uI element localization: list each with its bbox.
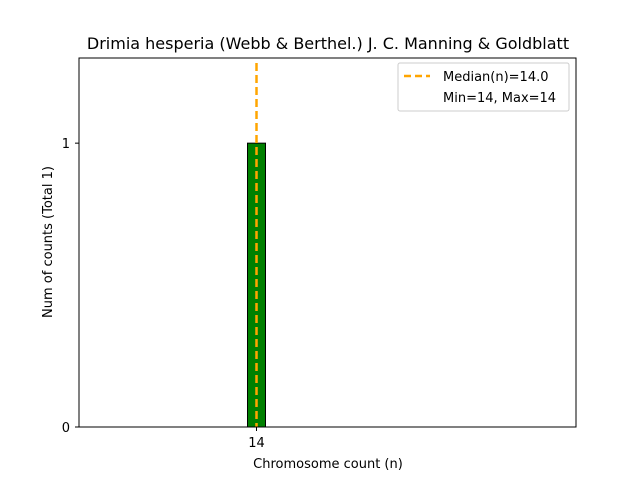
plot-frame [78,57,577,428]
y-tick-label-0: 0 [62,421,70,436]
legend-box [397,62,570,112]
legend-entry-median: Median(n)=14.0 [443,70,549,85]
y-tick-label-1: 1 [62,137,70,152]
x-axis-label: Chromosome count (n) [253,457,403,472]
legend-entry-min-max: Min=14, Max=14 [443,91,556,106]
legend: Median(n)=14.0 Min=14, Max=14 [397,62,570,112]
chart-title: Drimia hesperia (Webb & Berthel.) J. C. … [87,34,569,53]
y-axis-label: Num of counts (Total 1) [41,166,56,318]
x-tick-label-14: 14 [248,436,265,451]
